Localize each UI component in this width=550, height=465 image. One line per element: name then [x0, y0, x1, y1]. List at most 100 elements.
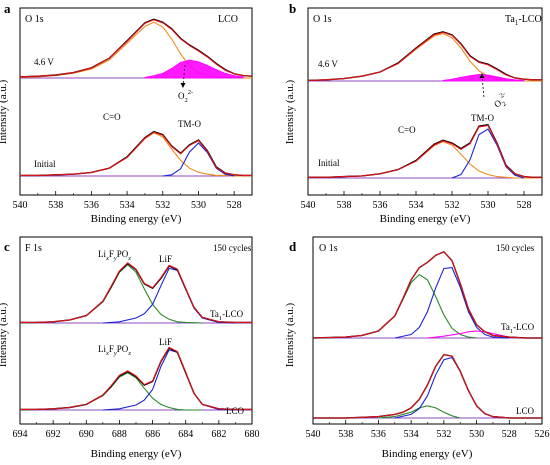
x-tick-label-b-5: 530	[481, 200, 496, 211]
x-tick-label-d-5: 530	[469, 429, 484, 440]
plot-area-c	[19, 262, 252, 411]
x-tick-label-c-1: 692	[46, 429, 61, 440]
x-tick-label-d-7: 526	[535, 429, 550, 440]
panel-c: c Intensity (a.u.) F 1s 150 cycles LixFy…	[0, 236, 260, 460]
y-axis-label-b: Intensity (a.u.)	[284, 79, 296, 144]
panel-label-b: b	[289, 1, 296, 16]
x-tick-label-c-2: 690	[79, 429, 94, 440]
x-axis-label-a: Binding energy (eV)	[91, 213, 182, 225]
sample-label-a: LCO	[218, 14, 238, 25]
series-b-initial-c-o-component	[308, 141, 542, 179]
sample-label-top-d: Ta1-LCO	[501, 322, 535, 335]
panel-label-d: d	[289, 239, 297, 254]
x-tick-label-a-6: 528	[227, 200, 242, 211]
y-axis-label-c: Intensity (a.u.)	[0, 302, 9, 367]
plot-area-a	[19, 18, 253, 177]
peroxide-arrowhead-b	[479, 73, 485, 78]
x-tick-label-b-6: 528	[517, 200, 532, 211]
lif-label-top-c: LiF	[159, 254, 172, 264]
sample-label-b: Ta1-LCO	[505, 14, 542, 27]
x-tick-label-a-1: 538	[48, 200, 63, 211]
x-tick-label-a-5: 530	[191, 200, 206, 211]
series-b-4-6-v-raw	[307, 31, 542, 82]
sample-label-bottom-d: LCO	[516, 406, 535, 416]
x-axis-label-b: Binding energy (eV)	[380, 213, 471, 225]
peroxide-label-a: O22-	[178, 89, 193, 104]
panel-b: b Intensity (a.u.) O 1s Ta1-LCO 4.6 V O2…	[284, 1, 543, 225]
x-tick-label-a-0: 540	[13, 200, 28, 211]
plot-area-d	[312, 250, 542, 419]
x-tick-label-d-6: 528	[502, 429, 517, 440]
x-axis-c: 694 692 690 688 686 684 682 680	[13, 420, 260, 440]
plot-frame-b	[307, 7, 543, 196]
x-tick-label-d-1: 538	[338, 429, 353, 440]
x-tick-label-d-3: 534	[404, 429, 419, 440]
series-a-4-6-v-fit	[19, 19, 253, 78]
x-tick-label-d-0: 540	[306, 429, 321, 440]
initial-label-b: Initial	[318, 158, 340, 168]
plot-frame-c	[19, 236, 253, 425]
x-tick-label-b-3: 534	[409, 200, 424, 211]
core-level-label-b: O 1s	[313, 14, 332, 25]
core-level-label-a: O 1s	[25, 14, 44, 25]
x-tick-label-a-2: 536	[84, 200, 99, 211]
x-tick-label-d-4: 532	[436, 429, 451, 440]
x-axis-label-c: Binding energy (eV)	[91, 448, 182, 460]
y-axis-label-a: Intensity (a.u.)	[0, 79, 9, 144]
x-tick-label-a-3: 534	[120, 200, 135, 211]
series-c-ta1-lco-lixfypoz-component	[19, 263, 203, 324]
peroxide-annotation-a: O22-	[178, 64, 193, 104]
sample-label-top-c: Ta1-LCO	[210, 309, 244, 322]
series-b-initial-fit	[308, 124, 542, 178]
lif-label-bottom-c: LiF	[159, 337, 172, 347]
x-axis-label-d: Binding energy (eV)	[382, 448, 473, 460]
initial-label-a: Initial	[34, 159, 56, 169]
x-tick-label-c-4: 686	[145, 429, 160, 440]
series-b-4-6-v-fit	[307, 31, 542, 81]
series-c-ta1-lco-fit	[20, 262, 252, 323]
plot-frame-a	[19, 7, 253, 196]
x-tick-label-c-0: 694	[13, 429, 28, 440]
x-tick-label-b-4: 532	[445, 200, 460, 211]
x-tick-label-a-4: 532	[155, 200, 170, 211]
lixfypoz-label-bottom-c: LixFyPOz	[98, 344, 131, 357]
x-tick-label-c-6: 682	[211, 429, 226, 440]
series-d-lco-raw	[313, 353, 542, 419]
peroxide-annotation-b: O22-	[479, 73, 508, 110]
series-b-initial-raw	[308, 124, 542, 178]
series-c-lco-fit	[20, 346, 252, 410]
c-o-label-b: C=O	[398, 125, 416, 135]
core-level-label-c: F 1s	[25, 243, 42, 254]
panel-label-c: c	[4, 239, 10, 254]
x-tick-label-b-0: 540	[301, 200, 316, 211]
panel-d: d Intensity (a.u.) O 1s 150 cycles Ta1-L…	[284, 236, 550, 460]
x-axis-a: 540 538 536 534 532 530 528	[13, 191, 242, 211]
series-d-ta1-lco-fit	[312, 251, 542, 339]
c-o-label-a: C=O	[103, 112, 121, 122]
plot-area-b	[307, 31, 542, 179]
series-a-4-6-v-o2-2-component	[144, 59, 244, 79]
series-c-lco-lif-component	[102, 349, 236, 411]
series-c-lco-lixfypoz-component	[19, 372, 203, 411]
cycles-label-c: 150 cycles	[213, 243, 252, 253]
x-axis-d: 540 538 536 534 532 530 528 526	[306, 420, 550, 440]
core-level-label-d: O 1s	[319, 243, 338, 254]
x-tick-label-d-2: 536	[371, 429, 386, 440]
panel-label-a: a	[4, 1, 11, 16]
peroxide-arrow-a	[182, 64, 186, 87]
sample-label-bottom-c: LCO	[226, 406, 245, 416]
series-a-initial-tm-o-component	[162, 142, 235, 177]
series-d-lco-blue-component	[394, 356, 510, 419]
series-d-ta1-lco-green-component	[312, 273, 477, 339]
y-axis-label-d: Intensity (a.u.)	[284, 302, 296, 367]
series-d-ta1-lco-blue-component	[394, 267, 510, 339]
peroxide-arrowhead-a	[180, 83, 186, 88]
series-c-lco-raw	[20, 347, 252, 411]
voltage-label-a: 4.6 V	[34, 57, 54, 67]
x-tick-label-b-1: 538	[337, 200, 352, 211]
voltage-label-b: 4.6 V	[318, 59, 338, 69]
tm-o-label-b: TM-O	[471, 113, 494, 123]
x-tick-label-c-3: 688	[112, 429, 127, 440]
panel-a: a Intensity (a.u.) O 1s LCO 4.6 V O22- C…	[0, 1, 253, 225]
